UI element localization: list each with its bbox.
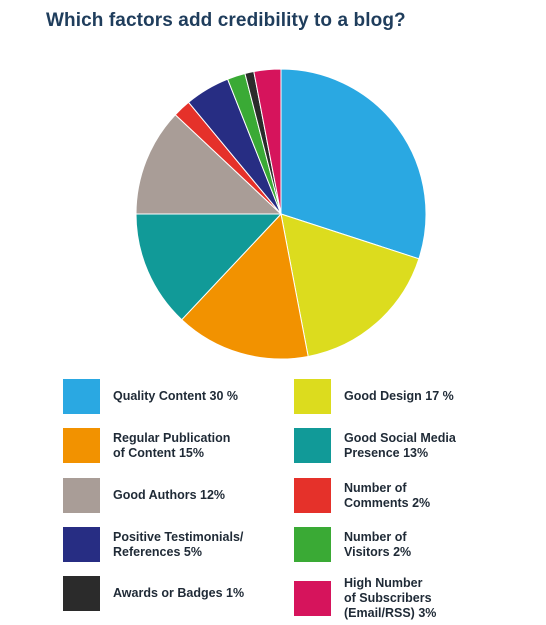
- legend-label-good-authors: Good Authors 12%: [113, 488, 226, 502]
- legend-swatch-number-of-visitors: [294, 527, 331, 562]
- legend-label-awards-or-badges: Awards or Badges 1%: [113, 586, 245, 600]
- legend-swatch-quality-content: [63, 379, 100, 414]
- legend-item-good-authors: Good Authors 12%: [63, 478, 225, 513]
- legend-swatch-good-authors: [63, 478, 100, 513]
- chart-title: Which factors add credibility to a blog?: [46, 10, 406, 31]
- legend-item-good-social-media-presence: Good Social Media Presence 13%: [294, 428, 456, 463]
- legend-item-awards-or-badges: Awards or Badges 1%: [63, 576, 244, 611]
- legend-label-high-number-of-subscribers-email-rss: High Number of Subscribers (Email/RSS) 3…: [344, 576, 437, 620]
- legend-item-positive-testimonials-references: Positive Testimonials/ References 5%: [63, 527, 243, 562]
- pie-slice-good-design: [280, 213, 420, 358]
- legend-label-positive-testimonials-references: Positive Testimonials/ References 5%: [113, 529, 244, 559]
- pie-slice-regular-publication-of-content: [181, 212, 309, 360]
- legend-item-quality-content: Quality Content 30 %: [63, 379, 238, 414]
- legend-item-good-design: Good Design 17 %: [294, 379, 454, 414]
- pie-slice-good-authors: [135, 114, 283, 215]
- legend-item-number-of-visitors: Number of Visitors 2%: [294, 527, 411, 562]
- legend-swatch-regular-publication-of-content: [63, 428, 100, 463]
- legend-label-good-design: Good Design 17 %: [344, 389, 454, 403]
- legend-swatch-high-number-of-subscribers-email-rss: [294, 581, 331, 616]
- legend-swatch-good-social-media-presence: [294, 428, 331, 463]
- legend-label-number-of-visitors: Number of Visitors 2%: [344, 529, 412, 559]
- legend-label-regular-publication-of-content: Regular Publication of Content 15%: [113, 430, 231, 460]
- legend-label-good-social-media-presence: Good Social Media Presence 13%: [344, 430, 456, 460]
- legend-swatch-good-design: [294, 379, 331, 414]
- legend-item-high-number-of-subscribers-email-rss: High Number of Subscribers (Email/RSS) 3…: [294, 576, 436, 621]
- pie-slice-quality-content: [280, 68, 427, 260]
- pie-slice-high-number-of-subscribers-email-rss: [253, 68, 282, 215]
- legend-item-regular-publication-of-content: Regular Publication of Content 15%: [63, 428, 230, 463]
- pie-chart: [135, 68, 427, 360]
- legend-swatch-number-of-comments: [294, 478, 331, 513]
- legend-swatch-positive-testimonials-references: [63, 527, 100, 562]
- legend-label-number-of-comments: Number of Comments 2%: [344, 480, 431, 510]
- legend-item-number-of-comments: Number of Comments 2%: [294, 478, 430, 513]
- pie-slice-good-social-media-presence: [135, 213, 283, 321]
- legend-swatch-awards-or-badges: [63, 576, 100, 611]
- legend-label-quality-content: Quality Content 30 %: [113, 389, 239, 403]
